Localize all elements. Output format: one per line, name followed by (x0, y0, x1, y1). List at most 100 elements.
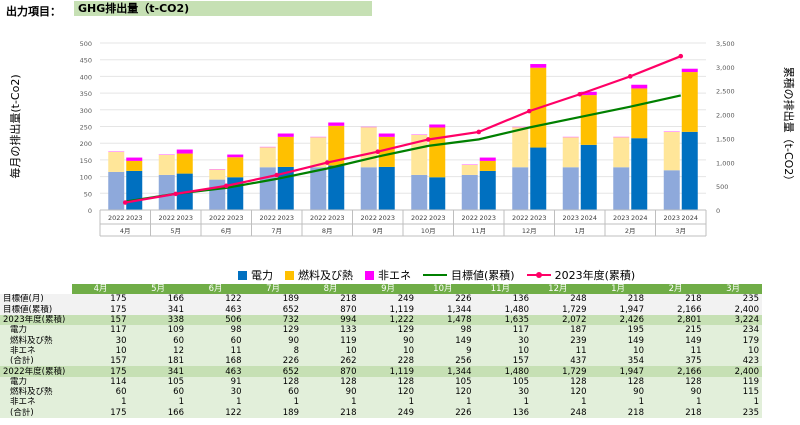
table-cell: 195 (589, 325, 647, 336)
table-cell: 1,947 (589, 366, 647, 377)
table-cell: 90 (244, 335, 302, 346)
table-cell: 262 (302, 356, 360, 367)
bar-prev-電力 (512, 167, 529, 210)
table-cell: 12 (129, 345, 187, 357)
bar-curr-燃料及び熱 (580, 95, 597, 145)
bar-prev-燃料及び熱 (108, 151, 125, 172)
table-cell: 115 (704, 386, 762, 398)
y-left-tick: 350 (80, 90, 92, 98)
table-cell: 168 (187, 356, 245, 367)
bar-curr-非エネ (277, 133, 294, 137)
year-label: 2022 (108, 214, 125, 222)
table-cell: 994 (302, 314, 360, 326)
legend-swatch (285, 270, 294, 280)
table-cell: 11 (647, 345, 705, 357)
table-cell: 90 (359, 335, 417, 346)
table-header-cell: 3月 (704, 284, 762, 295)
table-cell: 8 (244, 345, 302, 357)
year-label: 2022 (209, 214, 226, 222)
bar-curr-電力 (378, 166, 395, 210)
bar-curr-燃料及び熱 (277, 136, 294, 167)
table-cell: 157 (474, 356, 532, 367)
table-cell: 228 (359, 356, 417, 367)
month-label: 11月 (471, 227, 486, 235)
y-left-tick: 500 (80, 40, 92, 48)
bar-prev-燃料及び熱 (259, 147, 276, 168)
legend-item: 目標値(累積) (423, 267, 515, 283)
y-right-tick: 2,500 (716, 88, 735, 96)
table-header-cell: 6月 (187, 284, 245, 295)
year-label: 2023 (663, 214, 680, 222)
table-row: (合計) 157 181 168 226 262 228 256 157 437 354 375 423 (0, 356, 762, 367)
table-cell: 136 (474, 407, 532, 418)
table-cell: 30 (474, 335, 532, 346)
table-cell: 128 (244, 376, 302, 387)
row-label: 2022年度(累積) (0, 366, 72, 377)
y-left-tick: 0 (88, 207, 92, 215)
table-cell: 2,426 (589, 314, 647, 326)
year-label: 2022 (461, 214, 478, 222)
table-header-cell: 11月 (474, 284, 532, 295)
table-cell: 175 (72, 304, 130, 315)
table-row: 目標値(月) 175 166 122 189 218 249 226 136 248 218 218 2… (0, 294, 762, 305)
table-cell: 128 (647, 376, 705, 387)
bar-curr-非エネ (631, 84, 648, 89)
row-label: (合計) (0, 407, 72, 418)
table-cell: 1 (647, 397, 705, 408)
table-cell: 114 (72, 376, 130, 387)
table-cell: 1 (417, 397, 475, 408)
output-item-value[interactable]: GHG排出量（t-CO2) (74, 1, 372, 16)
table-cell: 1 (129, 397, 187, 408)
bar-curr-電力 (681, 131, 698, 210)
legend-swatch (238, 270, 247, 280)
legend-swatch (423, 274, 447, 276)
table-cell: 218 (647, 294, 705, 305)
legend-label: 非エネ (378, 269, 411, 282)
axes: 5004504003503002502001501005003,5003,000… (8, 40, 796, 237)
bar-curr-電力 (530, 147, 547, 210)
table-cell: 175 (72, 407, 130, 418)
table-header-cell: 4月 (72, 284, 130, 295)
year-label: 2023 (328, 214, 345, 222)
table-header-cell: 9月 (359, 284, 417, 295)
row-label: (合計) (0, 356, 72, 367)
table-cell: 652 (244, 304, 302, 315)
table-cell: 437 (532, 356, 590, 367)
bar-prev-電力 (411, 174, 428, 210)
table-cell: 128 (532, 376, 590, 387)
table-cell: 105 (474, 376, 532, 387)
bar-prev-電力 (209, 179, 226, 210)
table-cell: 60 (244, 386, 302, 398)
table-cell: 2,801 (647, 314, 705, 326)
table-cell: 60 (187, 335, 245, 346)
table-cell: 2,072 (532, 314, 590, 326)
point-2023年度(累積) (122, 200, 128, 205)
table-row: 非エネ 1 1 1 1 1 1 1 1 1 1 1 1 (0, 397, 762, 408)
table-cell: 181 (129, 356, 187, 367)
table-cell: 10 (302, 345, 360, 357)
bar-curr-非エネ (479, 157, 496, 161)
table-cell: 189 (244, 407, 302, 418)
table-cell: 98 (187, 325, 245, 336)
table-cell: 129 (244, 325, 302, 336)
year-label: 2024 (681, 214, 698, 222)
table-cell: 175 (72, 366, 130, 377)
y-right-label: 累積の排出量（t-CO2） (782, 67, 796, 187)
table-row: 燃料及び熱 60 60 30 60 90 120 120 30 120 90 90 115 (0, 386, 762, 398)
bar-prev-燃料及び熱 (562, 137, 579, 168)
year-label: 2024 (580, 214, 597, 222)
month-label: 6月 (221, 227, 232, 235)
table-header-cell: 10月 (417, 284, 475, 295)
year-label: 2022 (512, 214, 529, 222)
y-left-tick: 50 (84, 190, 92, 198)
month-label: 2月 (625, 227, 636, 235)
y-right-tick: 3,000 (716, 64, 735, 72)
month-label: 7月 (271, 227, 282, 235)
table-cell: 463 (187, 366, 245, 377)
point-2023年度(累積) (526, 108, 532, 114)
table-cell: 10 (704, 345, 762, 357)
year-label: 2022 (310, 214, 327, 222)
table-cell: 1,478 (417, 314, 475, 326)
table-cell: 10 (72, 345, 130, 357)
year-label: 2023 (429, 214, 446, 222)
